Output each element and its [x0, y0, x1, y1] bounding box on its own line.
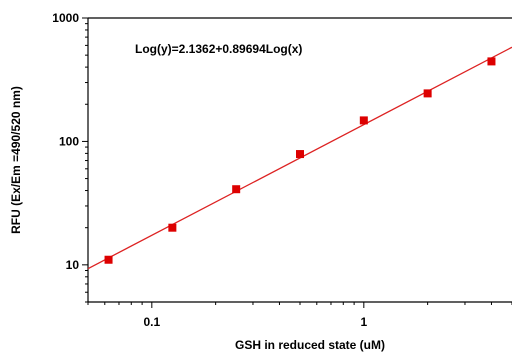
y-tick-label: 10 [66, 258, 80, 272]
data-point [104, 255, 113, 264]
y-tick-label: 1000 [52, 11, 79, 25]
x-axis-label: GSH in reduced state (uM) [235, 338, 385, 352]
y-axis-label: RFU (Ex/Em =490/520 nm) [9, 86, 23, 234]
data-point [487, 57, 496, 66]
x-tick-label: 0.1 [143, 315, 160, 329]
y-tick-label: 100 [59, 134, 79, 148]
data-point [296, 150, 304, 159]
data-point [232, 185, 241, 194]
x-tick-label: 1 [360, 315, 367, 329]
fit-equation-annotation: Log(y)=2.1362+0.89694Log(x) [135, 42, 302, 56]
data-point [168, 223, 177, 232]
data-points-group [104, 57, 496, 264]
data-point [423, 89, 432, 98]
ticks-group: 0.1 1 10 100 1000 [52, 11, 512, 329]
plot-area [87, 17, 512, 303]
data-point [359, 116, 368, 125]
